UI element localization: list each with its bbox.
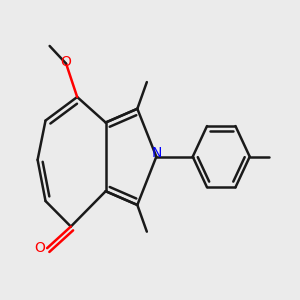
Text: O: O	[61, 55, 71, 69]
Text: N: N	[151, 146, 161, 160]
Text: O: O	[35, 241, 46, 255]
